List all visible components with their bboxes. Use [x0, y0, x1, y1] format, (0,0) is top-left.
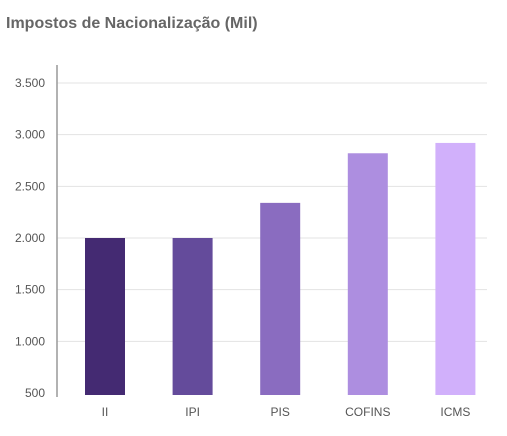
- bar-ipi: [172, 238, 213, 395]
- y-tick-label: 3.500: [15, 76, 45, 90]
- x-tick-labels: II IPI PIS COFINS ICMS: [102, 405, 471, 419]
- bar-cofins: [347, 153, 388, 395]
- x-tick-label: ICMS: [440, 405, 470, 419]
- y-tick-label: 3.000: [15, 128, 45, 142]
- bar-icms: [435, 142, 476, 395]
- y-tick-label: 2.000: [15, 231, 45, 245]
- y-tick-label: 500: [25, 386, 45, 400]
- x-tick-label: PIS: [271, 405, 290, 419]
- y-tick-label: 1.500: [15, 283, 45, 297]
- bar-pis: [260, 202, 301, 395]
- y-tick-label: 2.500: [15, 179, 45, 193]
- chart-title: Impostos de Nacionalização (Mil): [6, 15, 258, 32]
- y-tick-labels: 500 1.000 1.500 2.000 2.500 3.000 3.500: [15, 76, 45, 400]
- bars: [85, 142, 476, 395]
- x-tick-label: IPI: [185, 405, 200, 419]
- bar-ii: [85, 238, 125, 395]
- y-tick-label: 1.000: [15, 334, 45, 348]
- x-tick-label: COFINS: [345, 405, 390, 419]
- x-tick-label: II: [102, 405, 109, 419]
